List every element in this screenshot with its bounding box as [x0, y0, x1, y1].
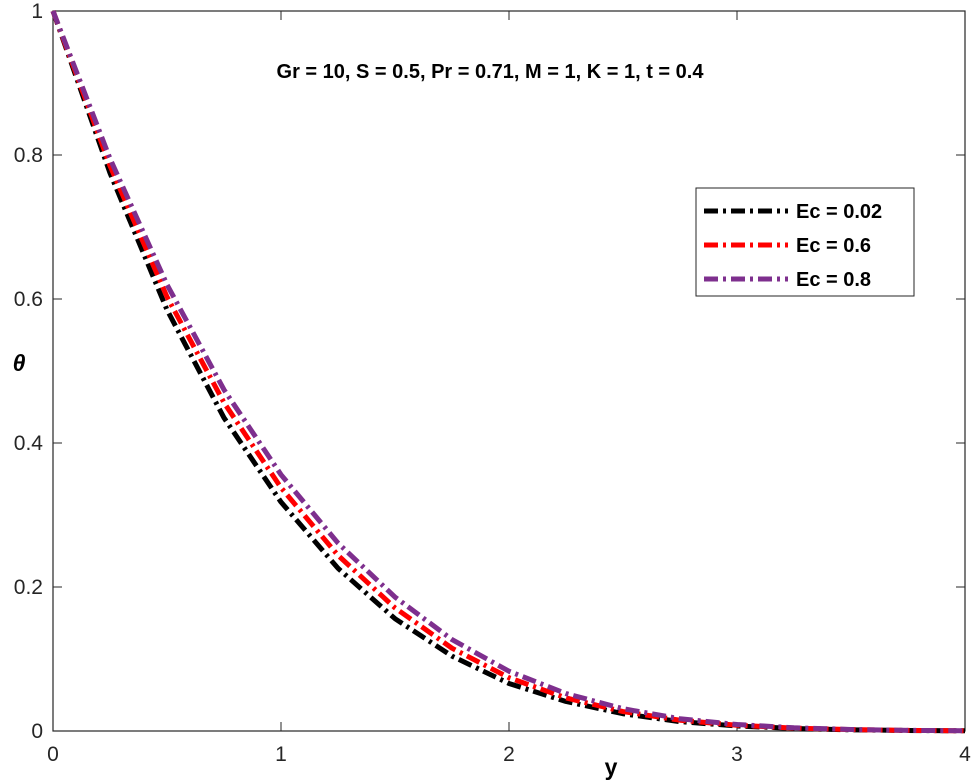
y-tick-label: 0.4 — [14, 432, 44, 455]
y-tick-label: 0 — [31, 720, 43, 743]
y-tick-label: 0.6 — [14, 288, 43, 311]
x-tick-label: 0 — [47, 743, 59, 766]
x-tick-label: 4 — [959, 743, 971, 766]
y-tick-labels: 0 0.2 0.4 0.6 0.8 1 — [14, 0, 44, 743]
x-axis-label: y — [605, 754, 618, 780]
y-tick-label: 1 — [31, 0, 43, 23]
y-axis-label: θ — [13, 350, 26, 376]
legend-label-1: Ec = 0.02 — [796, 201, 882, 223]
x-tick-label: 2 — [503, 743, 515, 766]
x-tick-label: 3 — [731, 743, 743, 766]
y-tick-label: 0.2 — [14, 576, 43, 599]
parameter-annotation: Gr = 10, S = 0.5, Pr = 0.71, M = 1, K = … — [277, 61, 705, 83]
legend-label-2: Ec = 0.6 — [796, 235, 871, 257]
plot-area-border — [52, 10, 966, 732]
legend: Ec = 0.02 Ec = 0.6 Ec = 0.8 — [695, 187, 915, 297]
legend-items: Ec = 0.02 Ec = 0.6 Ec = 0.8 — [704, 201, 882, 291]
x-tick-labels: 0 1 2 3 4 — [47, 743, 971, 766]
series-line-2 — [50, 10, 966, 734]
legend-label-3: Ec = 0.8 — [796, 269, 871, 291]
x-tick-label: 1 — [275, 743, 287, 766]
series-line-3 — [50, 10, 966, 734]
y-tick-label: 0.8 — [14, 144, 43, 167]
series-lines — [50, 10, 966, 734]
